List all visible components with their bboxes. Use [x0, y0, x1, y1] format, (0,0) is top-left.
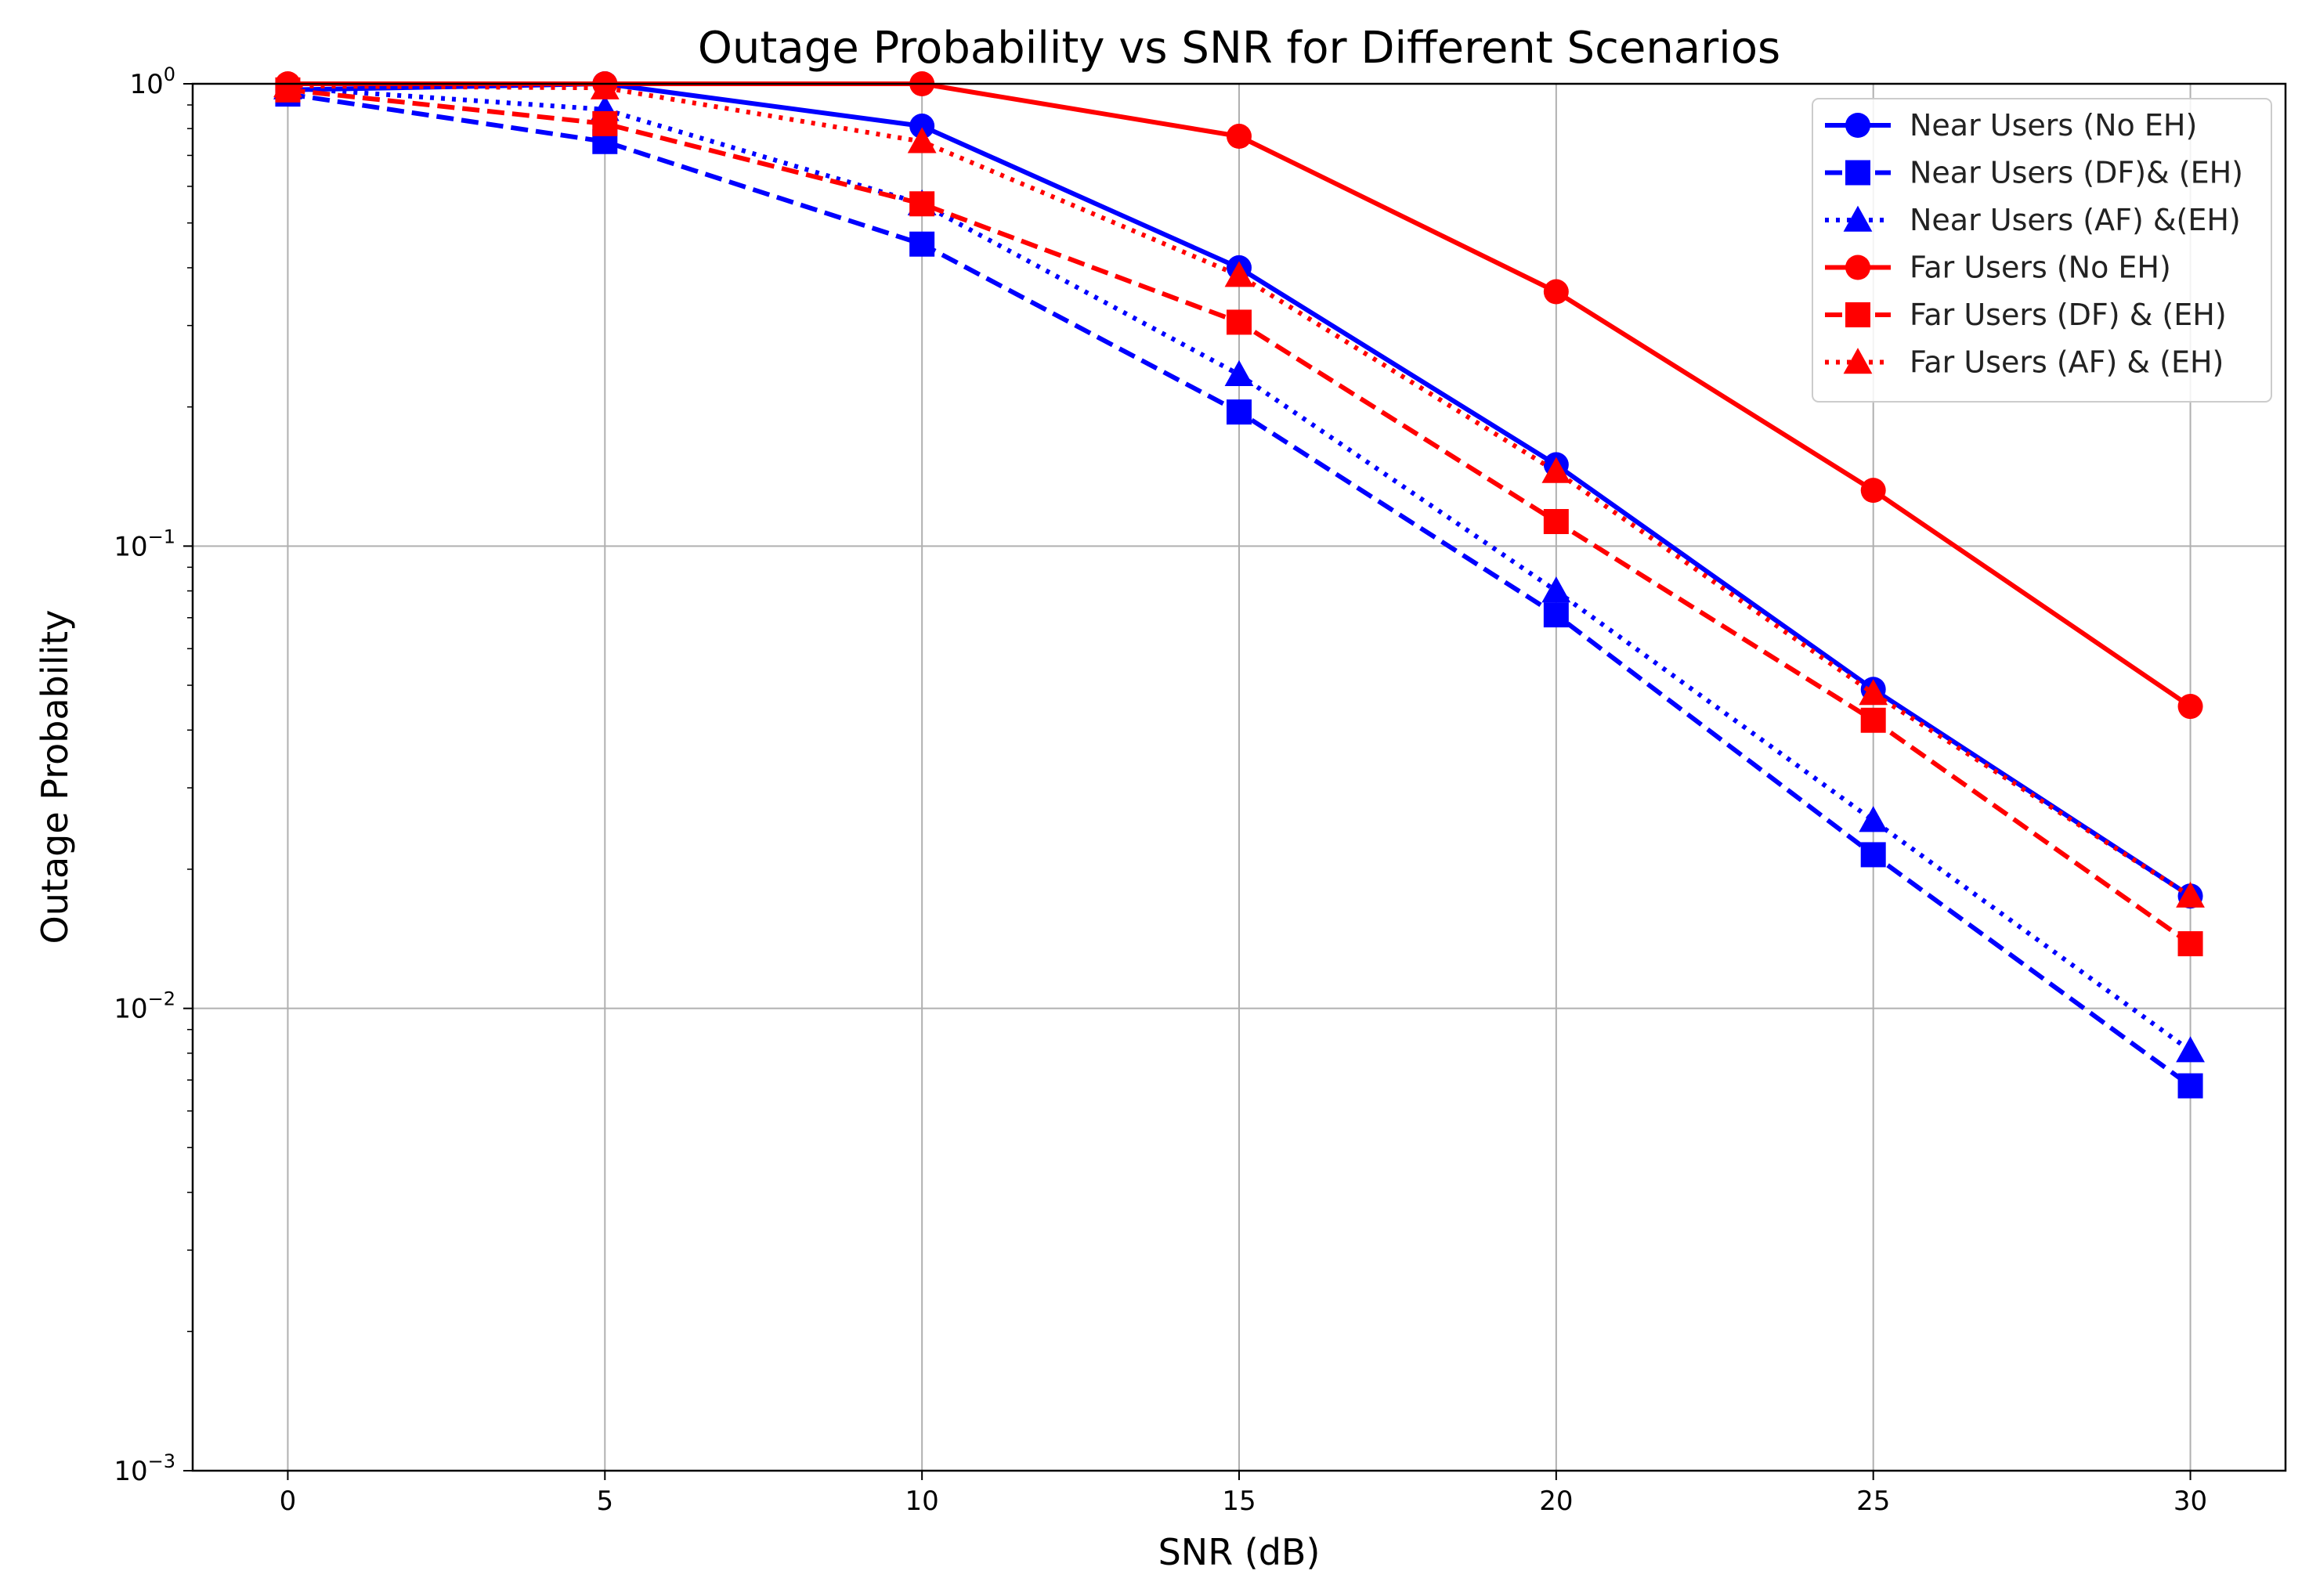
data-point — [1859, 806, 1888, 832]
data-point — [909, 191, 935, 217]
x-tick-label: 15 — [1222, 1486, 1256, 1517]
data-point — [1541, 457, 1571, 483]
data-point — [1860, 707, 1886, 733]
legend-label: Near Users (No EH) — [1910, 108, 2197, 143]
data-point — [1845, 113, 1870, 138]
legend-item: Far Users (DF) & (EH) — [1825, 298, 2227, 332]
legend: Near Users (No EH) Near Users (DF)& (EH) N… — [1812, 98, 2272, 403]
data-point — [907, 127, 937, 153]
legend-label: Near Users (AF) &(EH) — [1910, 203, 2241, 237]
y-tick-label: 10−3 — [114, 1450, 175, 1487]
data-point — [590, 73, 620, 99]
data-point — [1860, 478, 1886, 504]
data-point — [2176, 881, 2205, 908]
x-tick-label: 30 — [2173, 1486, 2207, 1517]
legend-label: Far Users (AF) & (EH) — [1910, 345, 2224, 380]
x-tick-label: 0 — [280, 1486, 297, 1517]
legend-item: Near Users (AF) &(EH) — [1825, 203, 2241, 237]
data-point — [1543, 508, 1569, 534]
data-point — [909, 231, 935, 257]
data-point — [592, 110, 618, 136]
x-axis-label: SNR (dB) — [1158, 1531, 1321, 1573]
legend-item: Far Users (AF) & (EH) — [1825, 345, 2224, 380]
y-tick-label: 10−2 — [114, 988, 175, 1025]
data-point — [1843, 348, 1873, 374]
data-point — [1543, 602, 1569, 628]
y-tick-label: 100 — [129, 63, 175, 100]
series-5 — [275, 77, 2203, 957]
legend-box — [1812, 98, 2272, 403]
legend-label: Far Users (DF) & (EH) — [1910, 298, 2227, 332]
data-point — [1860, 842, 1886, 868]
legend-item: Near Users (No EH) — [1825, 108, 2197, 143]
x-tick-label: 5 — [596, 1486, 613, 1517]
data-point — [1224, 261, 1254, 287]
legend-item: Near Users (DF)& (EH) — [1825, 156, 2243, 190]
x-tick-label: 20 — [1539, 1486, 1573, 1517]
data-point — [1224, 359, 1254, 386]
data-point — [1845, 160, 1870, 186]
data-point — [1227, 399, 1252, 425]
x-tick-label: 10 — [905, 1486, 939, 1517]
data-point — [1843, 205, 1873, 232]
data-point — [1227, 309, 1252, 335]
data-point — [2177, 931, 2203, 957]
data-point — [909, 114, 935, 139]
data-point — [2177, 1073, 2203, 1099]
y-tick-label: 10−1 — [114, 525, 175, 562]
data-point — [1845, 255, 1870, 280]
data-point — [1543, 279, 1569, 305]
data-point — [2176, 1036, 2205, 1063]
legend-item: Far Users (No EH) — [1825, 251, 2171, 285]
legend-label: Far Users (No EH) — [1910, 251, 2171, 285]
data-point — [2177, 694, 2203, 720]
data-point — [1845, 302, 1870, 327]
legend-label: Near Users (DF)& (EH) — [1910, 156, 2243, 190]
data-point — [1859, 679, 1888, 706]
data-point — [1541, 576, 1571, 603]
y-axis-label: Outage Probability — [34, 610, 76, 944]
chart-title: Outage Probability vs SNR for Different … — [698, 23, 1780, 74]
x-tick-label: 25 — [1856, 1486, 1890, 1517]
axis-ticks: 0 5 10 15 20 25 30 10−3 10−2 10−1 100 — [114, 63, 2207, 1517]
data-point — [1227, 124, 1252, 150]
